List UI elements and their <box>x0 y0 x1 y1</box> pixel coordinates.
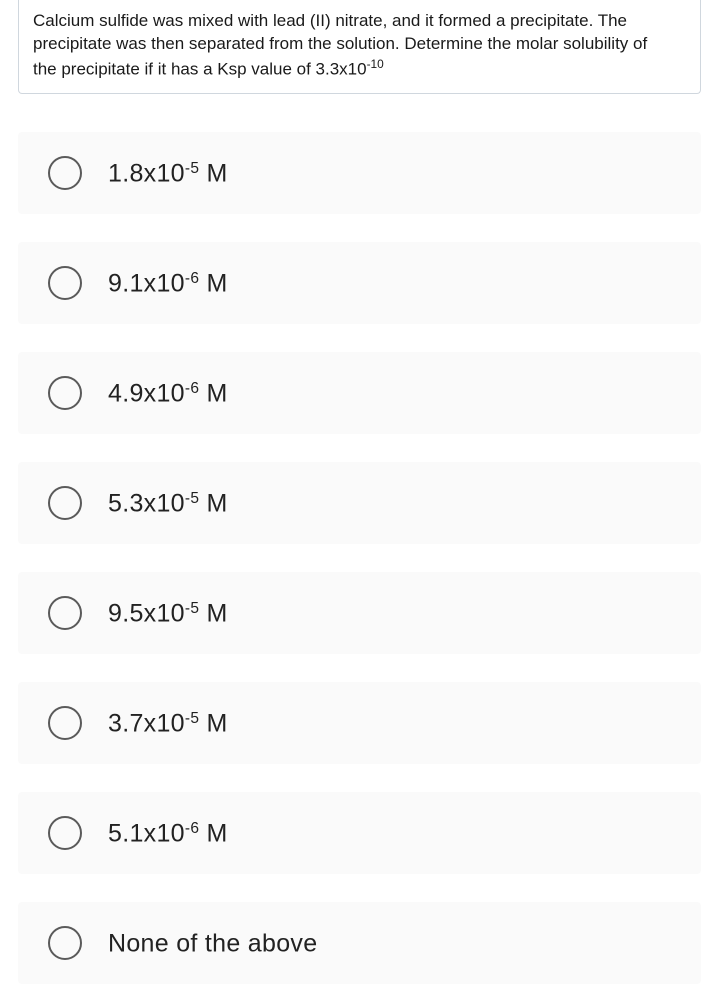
option-label: 5.3x10-5 M <box>108 489 228 518</box>
options-container: 1.8x10-5 M 9.1x10-6 M 4.9x10-6 M 5.3x10-… <box>0 94 719 996</box>
option-base: 5.3x10 <box>108 489 185 517</box>
radio-icon[interactable] <box>48 156 82 190</box>
radio-icon[interactable] <box>48 926 82 960</box>
option-base: 1.8x10 <box>108 159 185 187</box>
option-base: 3.7x10 <box>108 709 185 737</box>
option-exponent: -5 <box>185 710 199 727</box>
option-row[interactable]: 3.7x10-5 M <box>18 682 701 764</box>
option-base: 9.5x10 <box>108 599 185 627</box>
option-base: 5.1x10 <box>108 819 185 847</box>
option-row[interactable]: 5.3x10-5 M <box>18 462 701 544</box>
option-unit: M <box>199 379 227 407</box>
option-label: 4.9x10-6 M <box>108 379 228 408</box>
radio-icon[interactable] <box>48 706 82 740</box>
option-unit: M <box>199 709 227 737</box>
option-label: 9.5x10-5 M <box>108 599 228 628</box>
option-row[interactable]: 9.1x10-6 M <box>18 242 701 324</box>
option-label: None of the above <box>108 929 317 958</box>
question-line-3-prefix: the precipitate if it has a Ksp value of… <box>33 60 367 79</box>
option-unit: M <box>199 269 227 297</box>
question-box: Calcium sulfide was mixed with lead (II)… <box>18 0 701 94</box>
option-row[interactable]: 5.1x10-6 M <box>18 792 701 874</box>
option-unit: M <box>199 159 227 187</box>
option-unit: M <box>199 599 227 627</box>
option-exponent: -6 <box>185 270 199 287</box>
question-text: Calcium sulfide was mixed with lead (II)… <box>33 10 686 81</box>
radio-icon[interactable] <box>48 596 82 630</box>
option-exponent: -5 <box>185 600 199 617</box>
radio-icon[interactable] <box>48 266 82 300</box>
question-line-1: Calcium sulfide was mixed with lead (II)… <box>33 11 627 30</box>
option-label: 9.1x10-6 M <box>108 269 228 298</box>
option-row[interactable]: None of the above <box>18 902 701 984</box>
radio-icon[interactable] <box>48 376 82 410</box>
option-label: 5.1x10-6 M <box>108 819 228 848</box>
option-row[interactable]: 1.8x10-5 M <box>18 132 701 214</box>
option-exponent: -6 <box>185 380 199 397</box>
option-base: 4.9x10 <box>108 379 185 407</box>
option-row[interactable]: 4.9x10-6 M <box>18 352 701 434</box>
option-base: 9.1x10 <box>108 269 185 297</box>
option-exponent: -6 <box>185 820 199 837</box>
question-line-2: precipitate was then separated from the … <box>33 34 647 53</box>
option-exponent: -5 <box>185 490 199 507</box>
option-exponent: -5 <box>185 160 199 177</box>
radio-icon[interactable] <box>48 816 82 850</box>
radio-icon[interactable] <box>48 486 82 520</box>
option-unit: M <box>199 489 227 517</box>
option-unit: M <box>199 819 227 847</box>
option-label: 1.8x10-5 M <box>108 159 228 188</box>
option-base: None of the above <box>108 929 317 957</box>
option-label: 3.7x10-5 M <box>108 709 228 738</box>
option-row[interactable]: 9.5x10-5 M <box>18 572 701 654</box>
question-ksp-exponent: -10 <box>367 57 384 71</box>
